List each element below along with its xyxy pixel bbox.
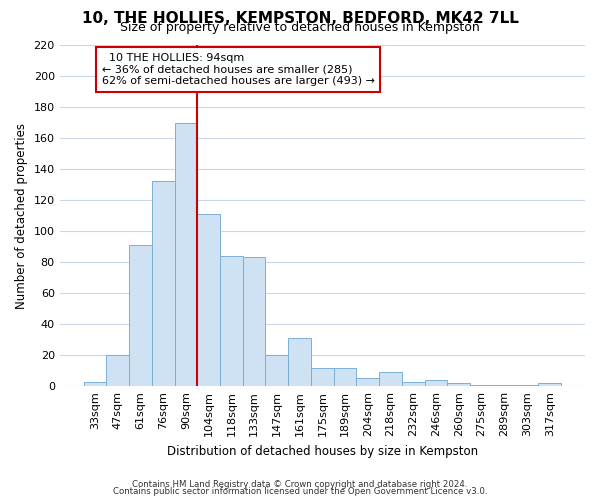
Bar <box>129 245 152 386</box>
Bar <box>334 368 356 386</box>
Text: Size of property relative to detached houses in Kempston: Size of property relative to detached ho… <box>120 22 480 35</box>
Bar <box>470 384 493 386</box>
Bar <box>356 378 379 386</box>
Text: Contains HM Land Registry data © Crown copyright and database right 2024.: Contains HM Land Registry data © Crown c… <box>132 480 468 489</box>
Bar <box>493 384 515 386</box>
Bar <box>288 338 311 386</box>
Bar <box>197 214 220 386</box>
Y-axis label: Number of detached properties: Number of detached properties <box>15 122 28 308</box>
Text: 10 THE HOLLIES: 94sqm
← 36% of detached houses are smaller (285)
62% of semi-det: 10 THE HOLLIES: 94sqm ← 36% of detached … <box>102 53 375 86</box>
Bar <box>311 368 334 386</box>
Bar <box>265 355 288 386</box>
Bar <box>515 384 538 386</box>
Bar <box>448 383 470 386</box>
Bar <box>83 382 106 386</box>
Bar <box>402 382 425 386</box>
Bar <box>220 256 243 386</box>
X-axis label: Distribution of detached houses by size in Kempston: Distribution of detached houses by size … <box>167 444 478 458</box>
Bar <box>175 122 197 386</box>
Bar <box>379 372 402 386</box>
Bar <box>243 258 265 386</box>
Text: 10, THE HOLLIES, KEMPSTON, BEDFORD, MK42 7LL: 10, THE HOLLIES, KEMPSTON, BEDFORD, MK42… <box>82 11 518 26</box>
Bar <box>106 355 129 386</box>
Bar <box>425 380 448 386</box>
Text: Contains public sector information licensed under the Open Government Licence v3: Contains public sector information licen… <box>113 488 487 496</box>
Bar <box>538 383 561 386</box>
Bar <box>152 182 175 386</box>
